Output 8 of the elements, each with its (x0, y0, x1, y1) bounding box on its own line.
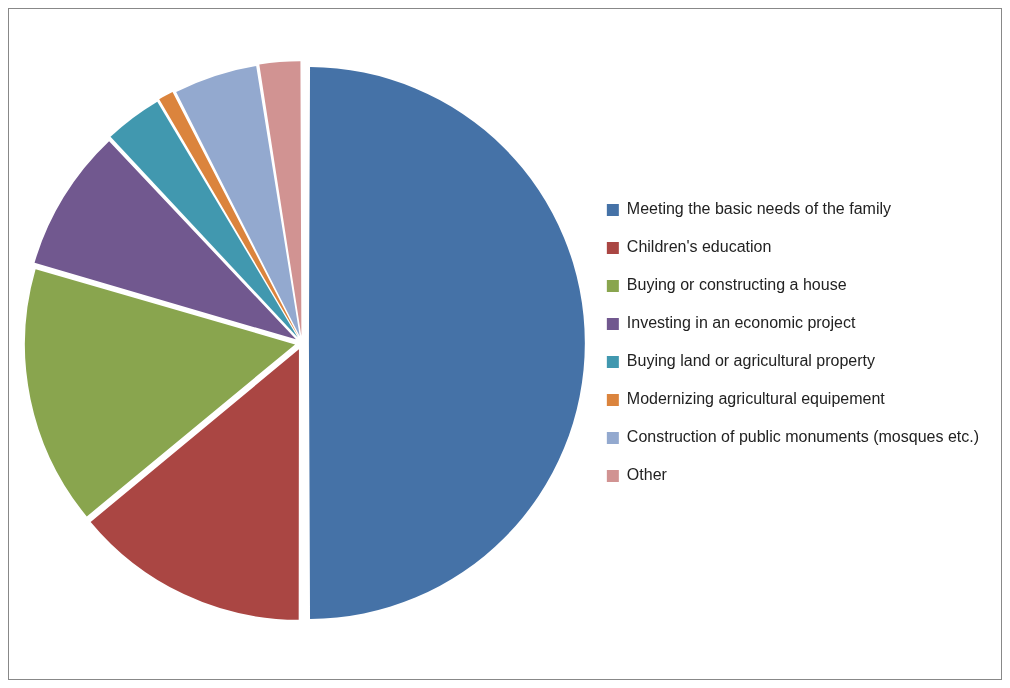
legend-label: Other (626, 466, 668, 484)
legend-label: Buying or constructing a house (626, 276, 847, 294)
legend-label: Meeting the basic needs of the family (626, 200, 891, 218)
legend-label: Investing in an economic project (626, 314, 856, 332)
legend-label: Children's education (626, 238, 772, 256)
legend-label: Construction of public monuments (mosques etc.) (626, 428, 979, 446)
legend-label: Buying land or agricultural property (626, 352, 875, 370)
legend-label: Modernizing agricultural equipement (626, 390, 886, 408)
